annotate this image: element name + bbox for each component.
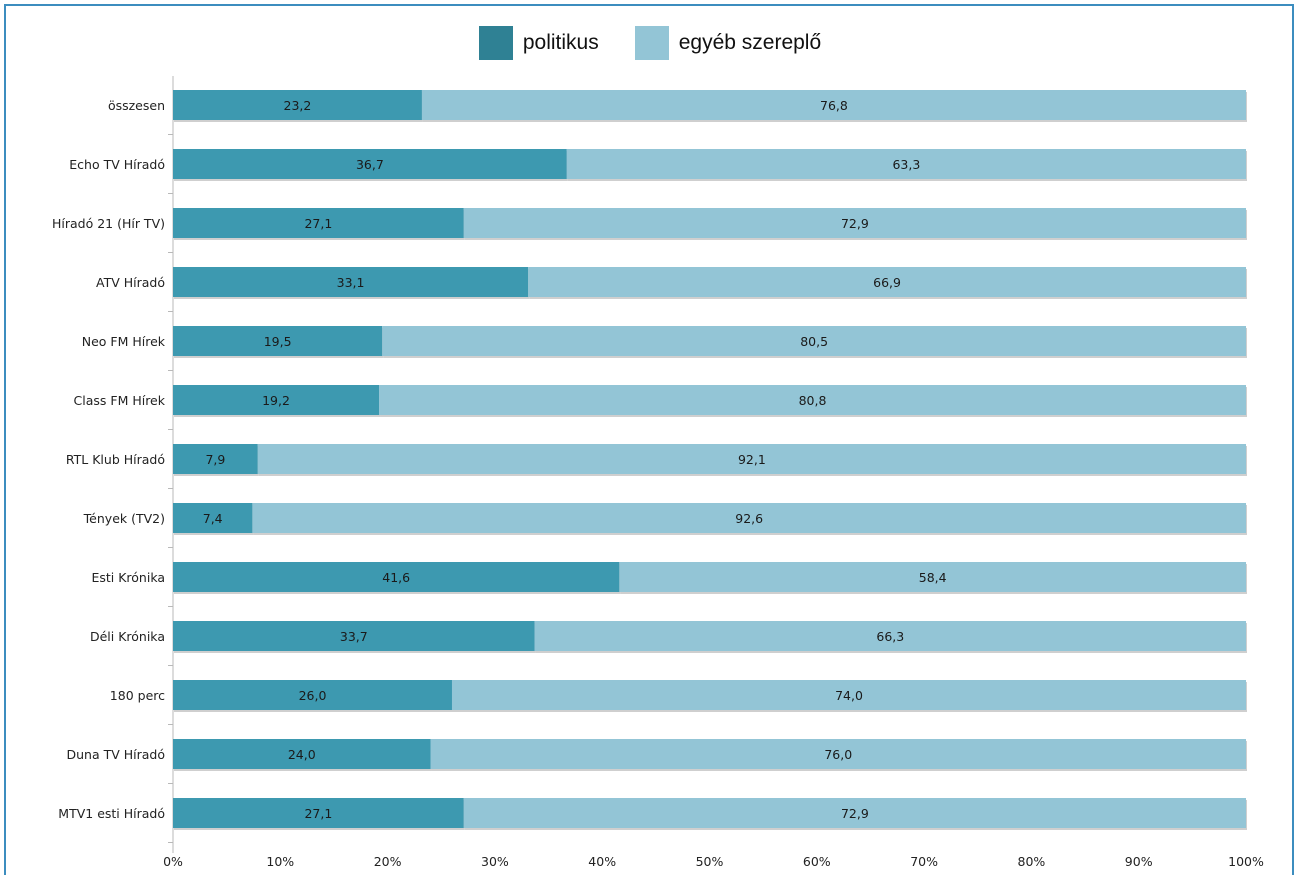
bar-egyeb-szereplo: [382, 326, 1246, 356]
data-label: 92,6: [735, 511, 763, 526]
category-label: Híradó 21 (Hír TV): [52, 216, 165, 231]
bar-egyeb-szereplo: [379, 385, 1246, 415]
data-label: 24,0: [288, 747, 316, 762]
data-label: 26,0: [299, 688, 327, 703]
category-label: Esti Krónika: [91, 570, 165, 585]
bar-politikus: [173, 621, 535, 651]
bar-politikus: [173, 562, 620, 592]
x-tick-label: 70%: [910, 854, 938, 869]
data-label: 80,5: [800, 334, 828, 349]
data-label: 76,0: [824, 747, 852, 762]
data-label: 33,7: [340, 629, 368, 644]
category-label: MTV1 esti Híradó: [58, 806, 165, 821]
bar-politikus: [173, 90, 422, 120]
data-label: 92,1: [738, 452, 766, 467]
bar-egyeb-szereplo: [451, 680, 1247, 710]
bar-egyeb-szereplo: [463, 208, 1247, 238]
data-label: 27,1: [304, 216, 332, 231]
bar-egyeb-szereplo: [430, 739, 1246, 769]
bar-politikus: [173, 267, 529, 297]
bar-politikus: [173, 385, 380, 415]
bar-politikus: [173, 680, 452, 710]
data-label: 72,9: [841, 806, 869, 821]
data-label: 27,1: [304, 806, 332, 821]
x-tick-label: 80%: [1018, 854, 1046, 869]
bar-politikus: [173, 326, 383, 356]
bar-egyeb-szereplo: [463, 798, 1247, 828]
data-label: 36,7: [356, 157, 384, 172]
bar-egyeb-szereplo: [421, 90, 1246, 120]
category-label: Class FM Hírek: [74, 393, 166, 408]
category-label: RTL Klub Híradó: [66, 452, 165, 467]
x-tick-label: 60%: [803, 854, 831, 869]
data-label: 41,6: [382, 570, 410, 585]
bar-politikus: [173, 798, 464, 828]
bar-egyeb-szereplo: [566, 149, 1246, 179]
data-label: 33,1: [337, 275, 365, 290]
data-label: 7,9: [205, 452, 225, 467]
bar-politikus: [173, 444, 258, 474]
x-tick-label: 40%: [588, 854, 616, 869]
x-tick-label: 50%: [696, 854, 724, 869]
data-label: 19,2: [262, 393, 290, 408]
legend-swatch-egyeb-szereplo: [634, 26, 669, 60]
data-label: 66,9: [873, 275, 901, 290]
x-tick-label: 10%: [266, 854, 294, 869]
bar-politikus: [173, 503, 253, 533]
legend-swatch-politikus: [478, 26, 513, 60]
bar-egyeb-szereplo: [257, 444, 1247, 474]
chart-legend: politikus egyéb szereplő: [0, 26, 1300, 60]
bar-politikus: [173, 149, 567, 179]
data-label: 63,3: [892, 157, 920, 172]
bar-politikus: [173, 208, 464, 238]
bar-egyeb-szereplo: [619, 562, 1246, 592]
bar-politikus: [173, 739, 431, 769]
x-tick-label: 20%: [374, 854, 402, 869]
data-label: 19,5: [264, 334, 292, 349]
data-label: 80,8: [799, 393, 827, 408]
x-tick-label: 90%: [1125, 854, 1153, 869]
data-label: 58,4: [919, 570, 947, 585]
category-label: Tények (TV2): [83, 511, 165, 526]
chart-frame: [4, 4, 1294, 875]
legend-label-politikus: politikus: [522, 31, 599, 54]
category-label: Duna TV Híradó: [66, 747, 165, 762]
data-label: 7,4: [203, 511, 223, 526]
category-label: Neo FM Hírek: [82, 334, 166, 349]
category-label: Echo TV Híradó: [69, 157, 165, 172]
category-label: 180 perc: [110, 688, 165, 703]
bar-egyeb-szereplo: [528, 267, 1246, 297]
x-tick-label: 100%: [1228, 854, 1264, 869]
legend-item-egyeb-szereplo: egyéb szereplő: [634, 26, 822, 60]
category-label: Déli Krónika: [90, 629, 165, 644]
legend-label-egyeb-szereplo: egyéb szereplő: [678, 31, 822, 54]
data-label: 23,2: [284, 98, 312, 113]
data-label: 74,0: [835, 688, 863, 703]
bar-egyeb-szereplo: [252, 503, 1247, 533]
x-tick-label: 0%: [163, 854, 183, 869]
bar-egyeb-szereplo: [534, 621, 1246, 651]
data-label: 66,3: [876, 629, 904, 644]
x-tick-label: 30%: [481, 854, 509, 869]
data-label: 72,9: [841, 216, 869, 231]
category-label: összesen: [108, 98, 165, 113]
data-label: 76,8: [820, 98, 848, 113]
category-label: ATV Híradó: [96, 275, 165, 290]
legend-item-politikus: politikus: [478, 26, 599, 60]
